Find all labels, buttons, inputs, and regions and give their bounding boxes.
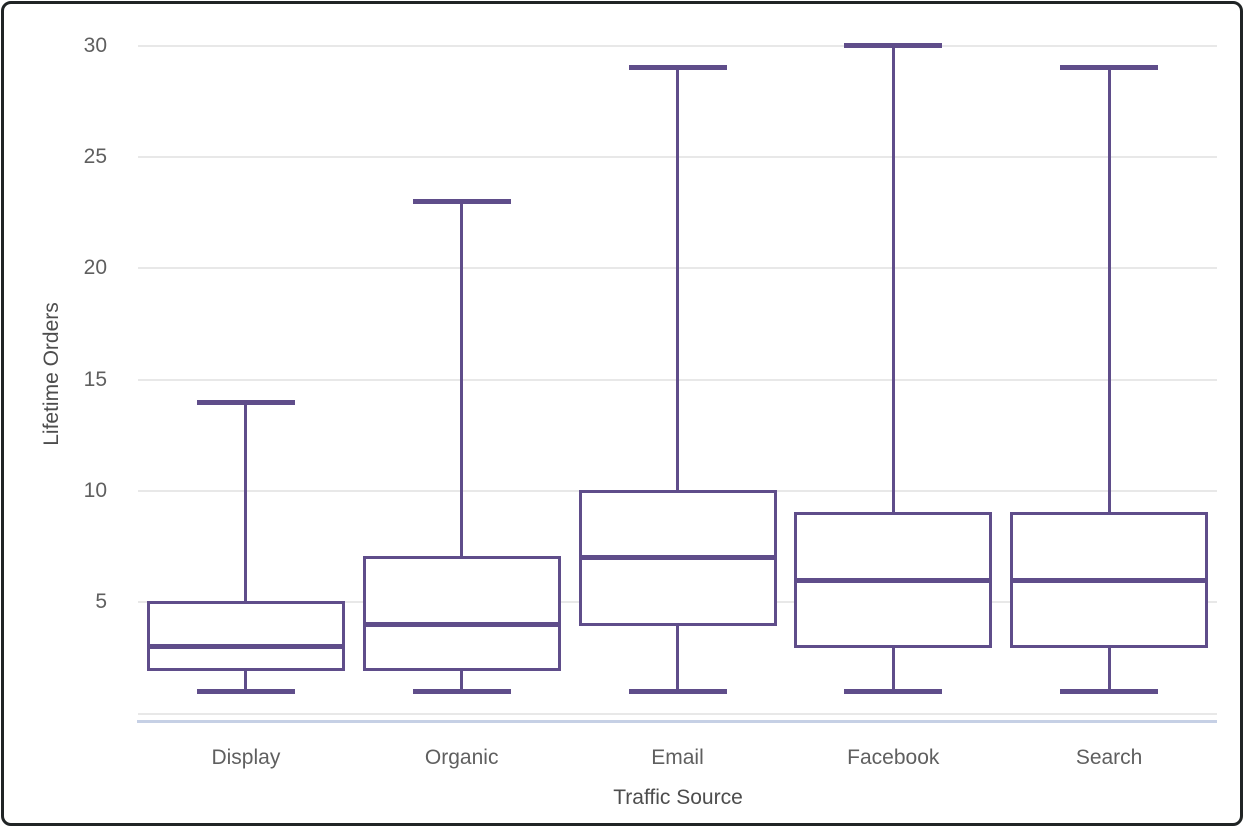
x-tick-label-email: Email [651,746,704,769]
x-tick-label-organic: Organic [424,746,499,769]
y-tick-label: 25 [83,145,107,169]
whisker-cap-min [628,689,727,695]
y-tick-label: 5 [95,590,107,614]
x-tick-label-facebook: Facebook [847,746,940,769]
gridline [138,490,1217,493]
y-tick-label: 20 [83,256,107,280]
iqr-box [1010,511,1209,649]
whisker-cap-max [412,199,511,205]
median-line [146,644,345,650]
y-axis-title: Lifetime Orders [40,302,63,446]
whisker-line [460,201,464,692]
x-axis-line [137,720,1217,723]
gridline [138,712,1217,715]
whisker-cap-min [844,689,943,695]
whisker-line [244,402,248,692]
y-tick-label: 10 [83,479,107,503]
whisker-cap-min [1060,689,1159,695]
gridline [138,601,1217,604]
whisker-cap-max [1060,65,1159,71]
whisker-cap-min [412,689,511,695]
x-tick-label-display: Display [211,746,281,769]
iqr-box [794,511,993,649]
whisker-cap-max [196,399,295,405]
y-tick-label: 15 [83,367,107,391]
iqr-box [362,556,561,671]
whisker-cap-min [196,689,295,695]
median-line [578,555,777,561]
median-line [794,577,993,583]
median-line [1010,577,1209,583]
gridline [138,267,1217,270]
iqr-box [146,600,345,671]
gridline [138,44,1217,47]
x-tick-label-search: Search [1075,746,1143,769]
whisker-line [891,45,895,692]
x-axis-title: Traffic Source [613,786,743,809]
gridline [138,156,1217,159]
gridline [138,378,1217,381]
median-line [362,622,561,628]
y-tick-label: 30 [83,33,107,57]
iqr-box [578,489,777,627]
whisker-cap-max [628,65,727,71]
